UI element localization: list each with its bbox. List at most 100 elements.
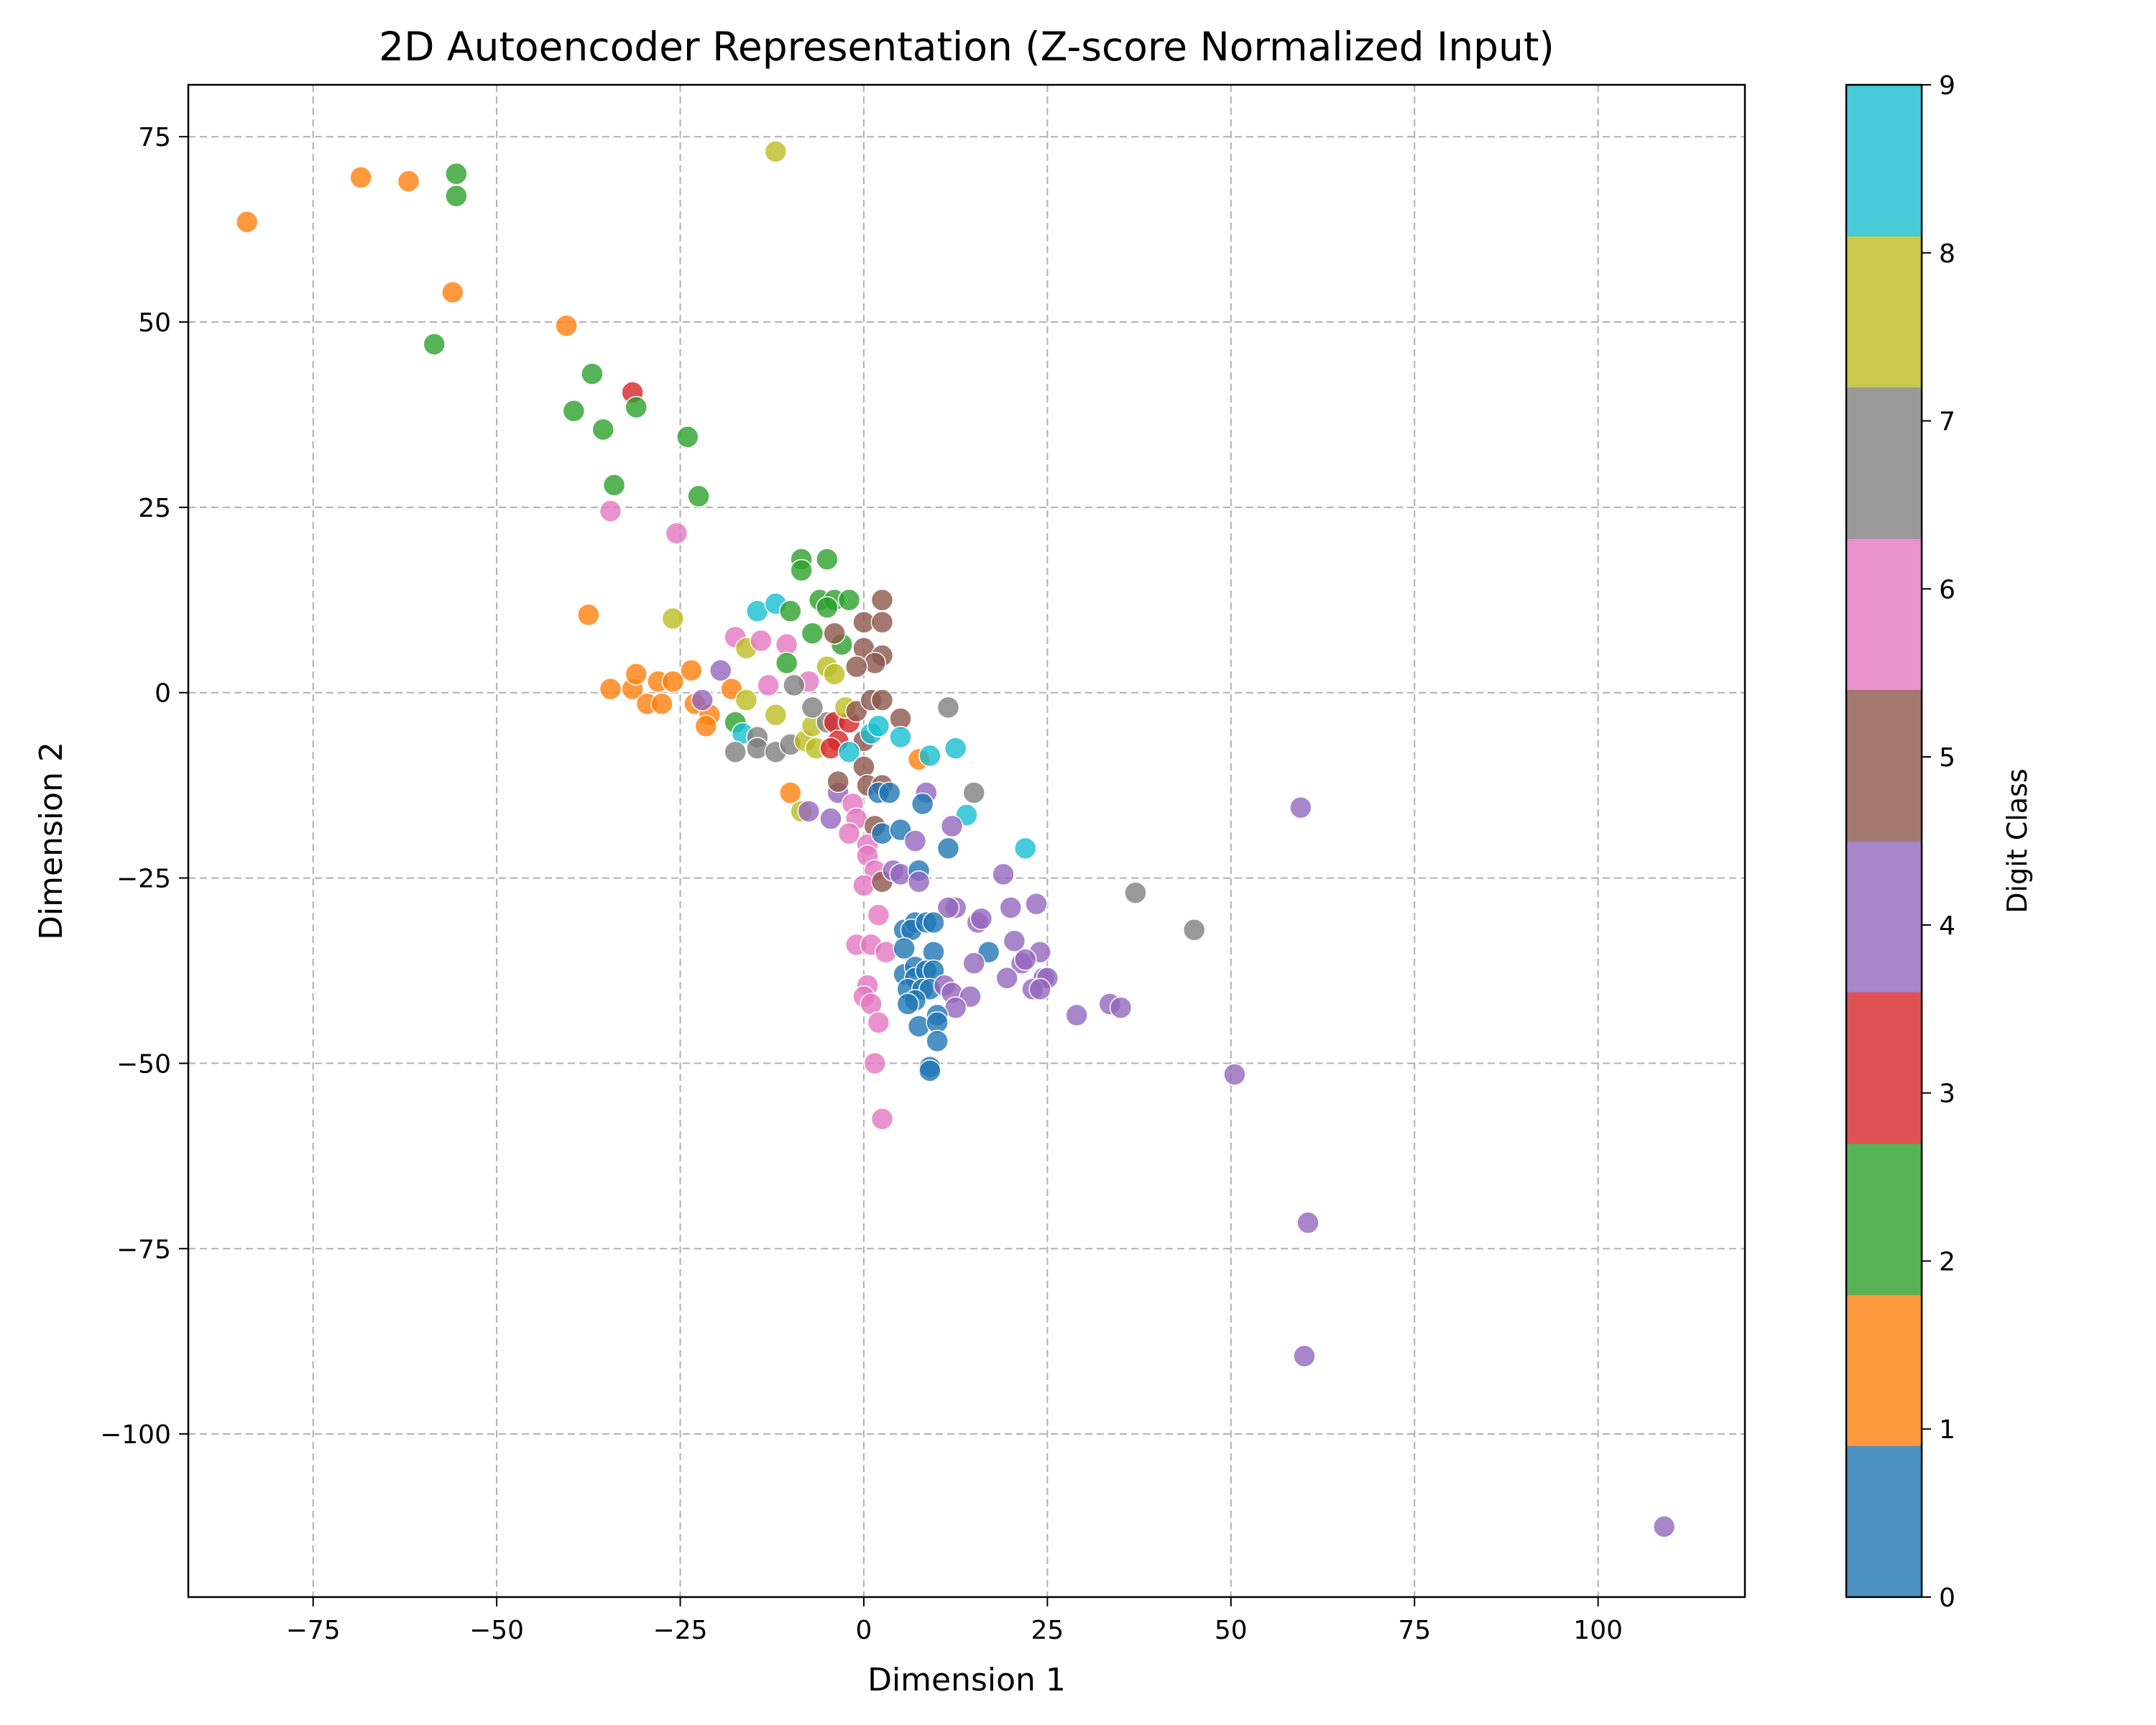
data-point [918,1059,941,1082]
data-point [819,737,842,760]
data-points [235,140,1676,1538]
data-point [837,822,861,845]
data-point [819,807,842,830]
data-point [687,484,710,508]
colorbar-tick-label: 5 [1939,743,1955,773]
colorbar-band [1846,387,1922,539]
colorbar-band [1846,236,1922,388]
colorbar-tick-label: 1 [1939,1415,1955,1445]
data-point [599,677,622,701]
data-point [870,610,894,634]
x-axis-ticks: −75 −50 −25 0 25 50 75 100 [286,1597,1623,1645]
colorbar-tick-label: 9 [1939,71,1955,101]
data-point [936,696,960,719]
y-axis-ticks: 75 50 25 0 −25 −50 −75 −100 [100,123,188,1450]
data-point [863,651,887,675]
colorbar-band [1846,538,1922,691]
colorbar-band [1846,992,1922,1144]
data-point [1124,881,1147,904]
data-point [235,211,259,234]
data-point [870,822,894,845]
data-point [790,558,813,582]
x-axis-label: Dimension 1 [867,1662,1066,1698]
data-point [1025,892,1048,916]
x-tick-label: −25 [653,1616,708,1645]
data-point [801,696,824,719]
data-point [962,781,985,804]
data-point [783,673,806,697]
data-point [863,1052,887,1075]
grid [188,85,1745,1597]
y-tick-label: −75 [116,1235,171,1264]
data-point [750,629,773,653]
colorbar [1846,85,1922,1598]
data-point [1296,1211,1319,1234]
data-point [823,622,846,645]
data-point [680,659,703,682]
y-tick-label: −50 [116,1049,171,1079]
data-point [907,1015,931,1038]
data-point [441,281,464,304]
colorbar-tick-label: 8 [1939,239,1955,269]
data-point [889,725,912,749]
data-point [650,692,673,715]
data-point [940,814,964,838]
data-point [969,907,993,931]
data-point [911,792,934,816]
data-point [837,740,861,763]
data-point [764,140,788,163]
data-point [1223,1063,1246,1086]
colorbar-tick-label: 6 [1939,575,1955,604]
data-point [870,589,894,612]
data-point [779,599,802,623]
data-point [893,937,916,960]
data-point [852,874,875,897]
data-point [1289,796,1312,819]
x-tick-label: −50 [469,1616,524,1645]
x-tick-label: 75 [1398,1616,1431,1645]
data-point [903,829,927,852]
colorbar-tick-label: 4 [1939,911,1955,941]
data-point [1003,929,1026,952]
data-point [694,714,718,737]
data-point [907,870,931,893]
data-point [877,781,901,804]
data-point [423,333,446,356]
y-tick-label: 25 [138,494,171,523]
colorbar-tick-label: 3 [1939,1080,1955,1109]
data-point [1065,1003,1089,1027]
y-tick-label: −25 [116,865,171,894]
data-point [837,589,861,612]
data-point [1013,837,1037,860]
data-point [764,703,788,727]
x-tick-label: 0 [856,1616,872,1645]
data-point [779,781,802,804]
data-point [1652,1515,1676,1538]
data-point [870,1108,894,1131]
colorbar-band [1846,1445,1922,1598]
data-point [661,670,685,694]
colorbar-tick-label: 7 [1939,408,1955,437]
y-tick-label: 50 [138,308,171,338]
data-point [734,689,758,712]
data-point [867,1011,890,1034]
data-point [962,952,985,975]
data-point [992,862,1015,886]
data-point [823,663,846,686]
data-point [445,162,468,185]
data-point [1109,996,1133,1019]
data-point [918,744,941,768]
y-tick-label: 0 [155,679,171,709]
colorbar-label: Digit Class [2001,768,2033,913]
data-point [591,418,615,441]
data-point [936,837,960,860]
colorbar-tick-label: 0 [1939,1583,1955,1613]
x-tick-label: 50 [1215,1616,1248,1645]
data-point [775,651,798,675]
plot-frame [187,83,1746,1598]
data-point [746,737,769,760]
x-tick-label: 100 [1573,1616,1623,1645]
data-point [397,170,420,193]
data-point [936,896,960,919]
